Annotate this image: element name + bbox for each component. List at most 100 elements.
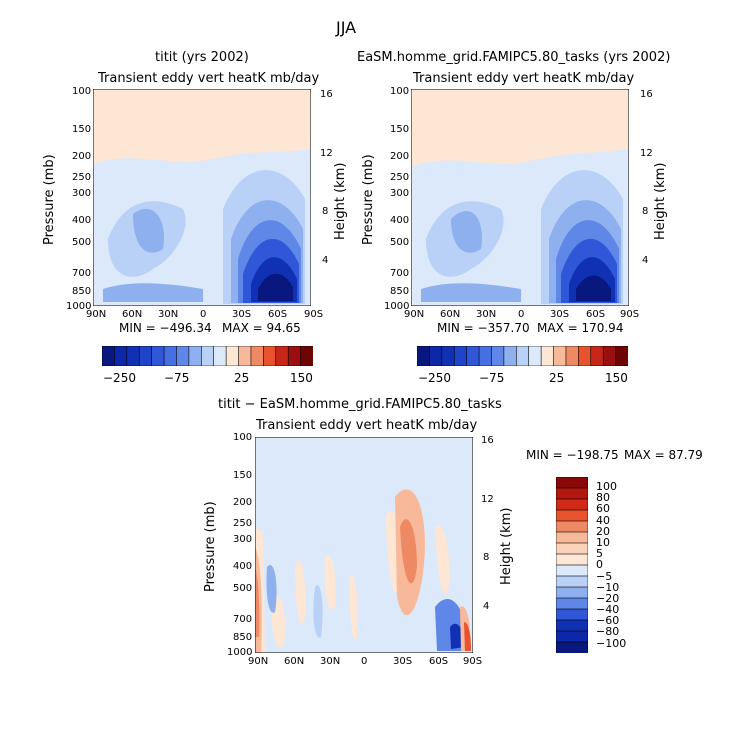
panel3-colorbar — [556, 477, 588, 653]
panel3-y2tick: 12 — [481, 494, 494, 505]
colorbar-swatch — [556, 564, 588, 577]
panel2-ytick: 300 — [390, 188, 410, 199]
panel1-ylabel: Pressure (mb) — [42, 154, 57, 245]
colorbar-swatch — [300, 346, 313, 366]
panel3-y2tick: 16 — [481, 435, 494, 446]
panel1-ytick: 500 — [72, 237, 92, 248]
panel2-max-label: MAX = 170.94 — [537, 321, 624, 335]
panel3-ytick: 400 — [233, 561, 253, 572]
colorbar-swatch — [602, 346, 617, 366]
panel2-xtick: 90S — [620, 309, 640, 320]
panel3-colorbar-tick: −10 — [596, 580, 620, 594]
panel2-y2label: Height (km) — [653, 162, 668, 240]
panel2-y2tick: 12 — [640, 148, 653, 159]
panel2-ylabel: Pressure (mb) — [361, 154, 376, 245]
panel2-ytick: 200 — [390, 151, 410, 162]
panel3-ytick: 500 — [233, 583, 253, 594]
panel1-xtick: 60S — [268, 309, 288, 320]
panel3-subtitle: Transient eddy vert heatK mb/day — [256, 418, 478, 433]
panel3-y2label: Height (km) — [499, 507, 514, 585]
panel2-colorbar-tick: 25 — [549, 371, 565, 385]
colorbar-swatch — [515, 346, 530, 366]
colorbar-swatch — [556, 487, 588, 500]
panel3-colorbar-tick: 20 — [596, 524, 610, 538]
panel3-colorbar-tick: 100 — [596, 480, 617, 493]
colorbar-swatch — [556, 597, 588, 610]
colorbar-swatch — [287, 346, 302, 366]
panel3-xtick: 30S — [393, 656, 413, 667]
colorbar-swatch — [417, 346, 431, 366]
panel1-y2tick: 8 — [322, 206, 329, 217]
panel1-max-label: MAX = 94.65 — [222, 321, 301, 335]
colorbar-swatch — [176, 346, 190, 366]
panel2-xtick: 30N — [476, 309, 497, 320]
colorbar-swatch — [590, 346, 604, 366]
panel1-ytick: 250 — [72, 172, 92, 183]
panel2-ytick: 700 — [390, 268, 410, 279]
colorbar-swatch — [102, 346, 116, 366]
panel1-ytick: 700 — [72, 268, 92, 279]
colorbar-swatch — [578, 346, 592, 366]
panel3-xtick: 30N — [320, 656, 341, 667]
panel3-ylabel: Pressure (mb) — [203, 501, 218, 592]
panel2-ytick: 850 — [390, 286, 410, 297]
colorbar-swatch — [126, 346, 141, 366]
panel2-ytick: 400 — [390, 215, 410, 226]
panel3-ytick: 850 — [233, 632, 253, 643]
colorbar-swatch — [238, 346, 252, 366]
colorbar-swatch — [263, 346, 277, 366]
panel1-y2tick: 4 — [322, 255, 329, 266]
panel1-xtick: 90N — [86, 309, 107, 320]
panel2-xtick: 30S — [550, 309, 570, 320]
panel3-min-label: MIN = −198.75 — [526, 448, 619, 462]
panel2-colorbar-tick: 150 — [605, 371, 628, 385]
colorbar-swatch — [429, 346, 443, 366]
panel3-colorbar-tick: 5 — [596, 547, 603, 561]
colorbar-swatch — [138, 346, 153, 366]
panel1-min-label: MIN = −496.34 — [119, 321, 212, 335]
panel2-subtitle: Transient eddy vert heatK mb/day — [413, 71, 635, 86]
panel3-title: titit − EaSM.homme_grid.FAMIPC5.80_tasks — [218, 397, 502, 412]
panel1-ytick: 150 — [72, 124, 92, 135]
panel3-colorbar-tick: −20 — [596, 591, 620, 605]
panel2-xtick: 60S — [586, 309, 606, 320]
figure-title: JJA — [336, 18, 357, 37]
colorbar-swatch — [478, 346, 493, 366]
colorbar-swatch — [491, 346, 505, 366]
panel3-xtick: 60S — [429, 656, 449, 667]
panel1-y2tick: 12 — [320, 148, 333, 159]
colorbar-swatch — [556, 575, 588, 588]
colorbar-swatch — [503, 346, 518, 366]
colorbar-swatch — [556, 630, 588, 643]
panel1-colorbar-tick: −75 — [164, 371, 190, 385]
colorbar-swatch — [188, 346, 203, 366]
panel2-colorbar-tick: −75 — [479, 371, 505, 385]
panel2-xtick: 0 — [518, 309, 525, 320]
panel3-ytick: 300 — [233, 534, 253, 545]
panel2-y2tick: 4 — [642, 255, 649, 266]
panel3-colorbar-tick: 80 — [596, 491, 610, 505]
colorbar-swatch — [540, 346, 555, 366]
panel3-ytick: 250 — [233, 518, 253, 529]
colorbar-swatch — [528, 346, 542, 366]
panel2-title: EaSM.homme_grid.FAMIPC5.80_tasks (yrs 20… — [357, 50, 671, 65]
panel2-ytick: 500 — [390, 237, 410, 248]
panel3-colorbar-tick: −40 — [596, 603, 620, 617]
colorbar-swatch — [553, 346, 567, 366]
panel3-colorbar-tick: −5 — [596, 569, 613, 583]
colorbar-swatch — [275, 346, 289, 366]
panel3-y2tick: 4 — [483, 601, 490, 612]
colorbar-swatch — [556, 542, 588, 555]
panel3-ytick: 700 — [233, 614, 253, 625]
panel2-ytick: 1000 — [384, 301, 410, 312]
panel1-ytick: 400 — [72, 215, 92, 226]
panel1-colorbar — [102, 346, 313, 366]
panel2-ytick: 250 — [390, 172, 410, 183]
panel1-xtick: 0 — [200, 309, 207, 320]
panel3-colorbar-tick: 40 — [596, 513, 610, 527]
panel3-colorbar-tick: 10 — [596, 535, 610, 549]
panel1-y2label: Height (km) — [333, 162, 348, 240]
panel1-xtick: 30S — [232, 309, 252, 320]
panel3-ytick: 1000 — [227, 647, 253, 658]
colorbar-swatch — [163, 346, 178, 366]
